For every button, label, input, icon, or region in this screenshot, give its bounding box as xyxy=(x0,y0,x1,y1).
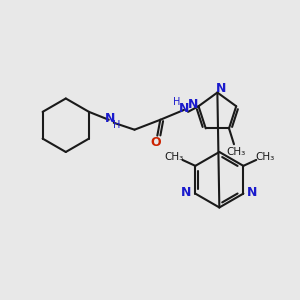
Text: CH₃: CH₃ xyxy=(226,147,246,157)
Text: CH₃: CH₃ xyxy=(164,152,183,162)
Text: N: N xyxy=(181,186,192,199)
Text: N: N xyxy=(216,82,226,95)
Text: O: O xyxy=(150,136,160,149)
Text: N: N xyxy=(105,112,115,125)
Text: N: N xyxy=(179,102,189,116)
Text: N: N xyxy=(247,186,257,199)
Text: CH₃: CH₃ xyxy=(256,152,275,162)
Text: H: H xyxy=(173,97,181,107)
Text: H: H xyxy=(113,120,120,130)
Text: N: N xyxy=(188,98,198,111)
